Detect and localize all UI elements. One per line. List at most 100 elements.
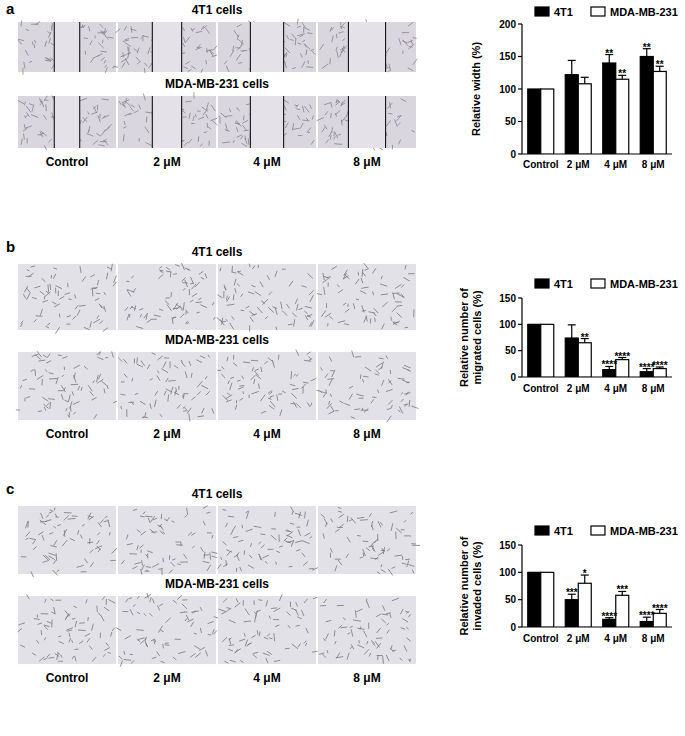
cell-texture [208, 355, 210, 358]
cell-texture [397, 313, 402, 318]
cell-texture [184, 142, 187, 146]
legend-swatch [535, 279, 549, 288]
scratch-edge [79, 22, 80, 72]
cell-texture [81, 387, 82, 391]
cell-texture [237, 24, 242, 27]
cell-texture [252, 367, 253, 371]
cell-texture [388, 400, 392, 404]
cell-texture [347, 304, 348, 307]
cell-texture [166, 271, 171, 272]
micrograph [218, 506, 319, 574]
cell-texture [124, 121, 125, 125]
cell-texture [130, 609, 133, 615]
cell-texture [233, 363, 237, 367]
error-bar [581, 77, 589, 84]
micrograph [118, 352, 216, 421]
cell-texture [292, 511, 294, 514]
cell-texture [341, 22, 345, 27]
cell-texture [140, 401, 146, 404]
cell-texture [75, 295, 76, 299]
cell-texture [257, 630, 259, 635]
cell-texture [68, 518, 76, 520]
cell-texture [180, 612, 185, 614]
cell-texture [105, 65, 107, 68]
cell-texture [330, 548, 332, 552]
cell-texture [125, 43, 131, 47]
cell-texture [141, 531, 146, 535]
cell-texture [192, 611, 196, 613]
cell-texture [40, 131, 43, 137]
cell-texture [55, 327, 59, 333]
cell-texture [399, 406, 402, 413]
cell-texture [98, 145, 104, 146]
cell-texture [134, 359, 135, 364]
cell-texture [296, 549, 300, 551]
cell-texture [269, 406, 274, 410]
y-tick-label: 50 [505, 594, 517, 605]
cell-texture [38, 532, 43, 535]
cell-texture [125, 636, 131, 640]
y-tick-label: 100 [499, 567, 516, 578]
cell-texture [290, 39, 294, 40]
cell-texture [181, 308, 182, 311]
y-tick [518, 324, 522, 325]
cell-texture [120, 406, 122, 409]
cell-texture [282, 311, 287, 316]
cell-texture [49, 373, 54, 374]
cell-texture [258, 265, 259, 268]
cell-texture [68, 395, 70, 402]
cell-texture [154, 639, 155, 642]
cell-texture [398, 410, 401, 412]
column-label: 2 μM [153, 671, 180, 685]
cell-texture [335, 410, 338, 411]
cell-texture [363, 541, 369, 542]
cell-texture [285, 48, 290, 53]
y-tick-label: 50 [505, 116, 517, 127]
bar [653, 613, 666, 627]
cell-texture [185, 372, 187, 378]
cell-texture [222, 637, 227, 642]
cell-texture [282, 391, 285, 393]
cell-texture [309, 290, 314, 295]
cell-texture [251, 285, 255, 286]
cell-texture [241, 310, 245, 312]
cell-texture [235, 288, 236, 293]
cell-texture [338, 32, 343, 34]
cell-texture [220, 557, 222, 560]
cell-texture [150, 597, 152, 602]
cell-texture [105, 516, 108, 518]
cell-texture [139, 138, 140, 141]
cell-texture [126, 409, 127, 417]
cell-texture [40, 291, 45, 295]
cell-texture [89, 26, 90, 31]
micrograph-bg [218, 506, 316, 574]
cell-texture [224, 61, 227, 64]
cell-texture [38, 623, 42, 625]
cell-texture [286, 304, 289, 309]
cell-texture [232, 316, 234, 319]
cell-texture [364, 649, 369, 654]
cell-texture [69, 638, 71, 642]
cell-texture [246, 306, 250, 308]
cell-texture [282, 269, 286, 270]
cell-texture [326, 620, 332, 621]
cell-texture [23, 379, 27, 381]
cell-texture [304, 599, 308, 603]
x-tick-label: 8 μM [642, 633, 665, 644]
cell-texture [270, 401, 275, 407]
cell-texture [89, 538, 90, 544]
micrograph [217, 350, 316, 420]
legend-label: MDA-MB-231 [610, 6, 678, 18]
cell-texture [154, 400, 156, 407]
cell-texture [252, 266, 255, 270]
cell-texture [312, 651, 318, 653]
cell-texture [40, 98, 41, 103]
cell-texture [330, 553, 331, 558]
cell-texture [26, 532, 30, 537]
cell-texture [226, 607, 230, 609]
cell-texture [84, 366, 87, 369]
micrograph [317, 96, 416, 151]
cell-texture [277, 395, 278, 401]
cell-texture [203, 521, 205, 525]
cell-texture [309, 568, 314, 570]
